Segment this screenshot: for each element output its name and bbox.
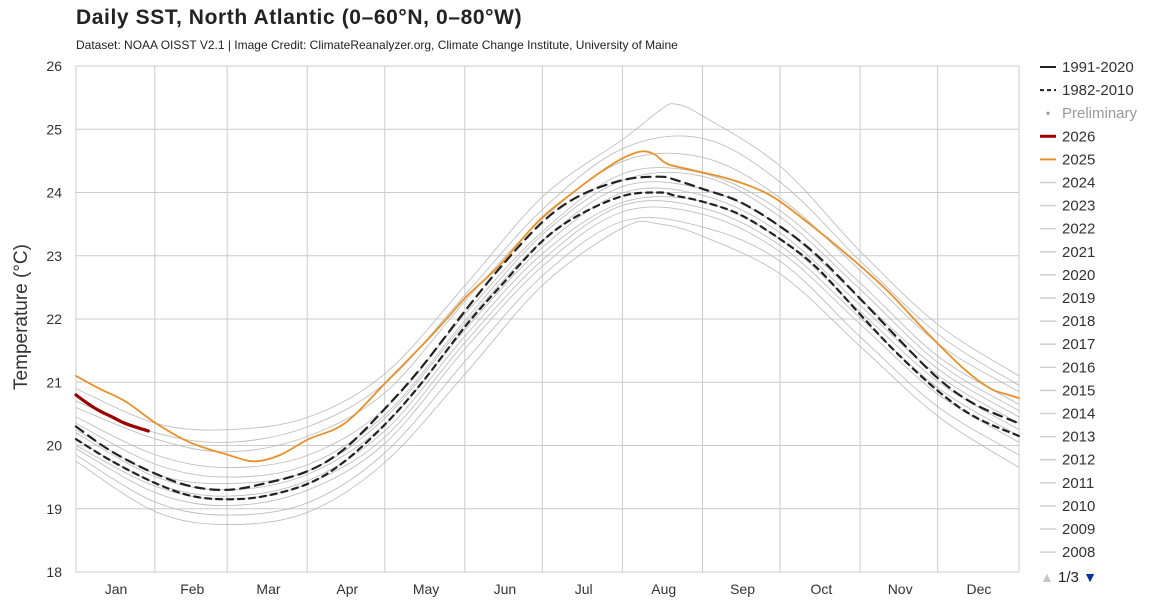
legend-item-2018[interactable]: 2018 — [1040, 313, 1095, 330]
legend-label: 1982-2010 — [1062, 82, 1134, 99]
legend-page-indicator: 1/3 — [1058, 569, 1079, 586]
legend-label: 2013 — [1062, 429, 1095, 446]
chart-title: Daily SST, North Atlantic (0–60°N, 0–80°… — [76, 6, 523, 29]
chart-subtitle: Dataset: NOAA OISST V2.1 | Image Credit:… — [76, 38, 678, 52]
legend-item-2024[interactable]: 2024 — [1040, 175, 1095, 192]
legend-label: 2016 — [1062, 359, 1095, 376]
y-tick-label: 23 — [46, 248, 62, 264]
legend-label: 2008 — [1062, 544, 1095, 561]
series-line-g9 — [75, 135, 1020, 443]
x-tick-label: May — [413, 581, 439, 597]
legend-label: 2014 — [1062, 406, 1095, 423]
x-tick-label: Dec — [967, 581, 992, 597]
y-tick-label: 19 — [46, 501, 62, 517]
y-tick-label: 21 — [46, 374, 62, 390]
legend-label: 2012 — [1062, 452, 1095, 469]
series-line-g2 — [75, 167, 1020, 469]
legend-item-2019[interactable]: 2019 — [1040, 290, 1095, 307]
legend-label: 2017 — [1062, 336, 1095, 353]
x-tick-label: Jun — [494, 581, 517, 597]
legend-label: 2018 — [1062, 313, 1095, 330]
legend-item-2009[interactable]: 2009 — [1040, 521, 1095, 538]
legend-label: 2009 — [1062, 521, 1095, 538]
series-line-2025 — [75, 150, 1020, 463]
legend-label: 2026 — [1062, 128, 1095, 145]
legend-item-2013[interactable]: 2013 — [1040, 429, 1095, 446]
x-tick-label: Jan — [105, 581, 128, 597]
legend-item-2010[interactable]: 2010 — [1040, 498, 1095, 515]
y-tick-label: 20 — [46, 438, 62, 454]
axes: 18 19 20 21 22 23 24 25 26 Jan Feb Mar Apr May Jun Jul A… — [11, 58, 991, 597]
y-tick-label: 22 — [46, 311, 62, 327]
series-line-g4 — [75, 196, 1020, 497]
series-line-g7 — [75, 171, 1020, 478]
series-line-g6 — [75, 217, 1020, 516]
legend-label: 2025 — [1062, 151, 1095, 168]
legend-item-1982-2010[interactable]: 1982-2010 — [1040, 82, 1134, 99]
series-line-lo-envelope — [75, 220, 1020, 526]
legend-label: 2010 — [1062, 498, 1095, 515]
y-tick-label: 24 — [46, 185, 62, 201]
x-tick-label: Nov — [888, 581, 913, 597]
legend: 1991-2020 1982-2010 Preliminary 2026 2025 202… — [1040, 59, 1138, 561]
legend-item-2022[interactable]: 2022 — [1040, 221, 1095, 238]
legend-label: 2015 — [1062, 382, 1095, 399]
series-line-g5 — [75, 206, 1020, 507]
y-tick-label: 26 — [46, 58, 62, 74]
x-tick-label: Mar — [256, 581, 280, 597]
x-tick-label: Feb — [180, 581, 204, 597]
legend-item-2008[interactable]: 2008 — [1040, 544, 1095, 561]
legend-next-page-icon[interactable]: ▼ — [1083, 569, 1097, 585]
x-tick-label: Apr — [336, 581, 358, 597]
legend-item-2011[interactable]: 2011 — [1040, 475, 1094, 492]
legend-label: 2024 — [1062, 175, 1095, 192]
legend-label: 2020 — [1062, 267, 1095, 284]
legend-label: 2019 — [1062, 290, 1095, 307]
series-line-g10 — [75, 187, 1020, 491]
legend-item-2025[interactable]: 2025 — [1040, 151, 1095, 168]
legend-item-2020[interactable]: 2020 — [1040, 267, 1095, 284]
y-axis-title: Temperature (°C) — [11, 244, 32, 390]
legend-item-2021[interactable]: 2021 — [1040, 244, 1095, 261]
series-line-2026 — [74, 393, 150, 433]
legend-item-2026[interactable]: 2026 — [1040, 128, 1095, 145]
legend-label: 2021 — [1062, 244, 1095, 261]
legend-item-2012[interactable]: 2012 — [1040, 452, 1095, 469]
y-tick-label: 18 — [46, 564, 62, 580]
legend-label: Preliminary — [1062, 105, 1138, 122]
legend-prev-page-icon[interactable]: ▲ — [1040, 569, 1054, 585]
legend-item-2023[interactable]: 2023 — [1040, 198, 1095, 215]
series-line-hi-envelope — [75, 103, 1020, 431]
x-tick-label: Jul — [575, 581, 593, 597]
legend-swatch — [1046, 111, 1050, 115]
legend-item-Preliminary[interactable]: Preliminary — [1046, 105, 1138, 122]
legend-item-2014[interactable]: 2014 — [1040, 406, 1095, 423]
legend-label: 2023 — [1062, 198, 1095, 215]
legend-item-2016[interactable]: 2016 — [1040, 359, 1095, 376]
series-line-1982-2010 — [74, 191, 1021, 501]
legend-label: 1991-2020 — [1062, 59, 1134, 76]
legend-item-2017[interactable]: 2017 — [1040, 336, 1095, 353]
series-layer — [74, 103, 1021, 526]
x-tick-label: Sep — [730, 581, 755, 597]
x-tick-label: Oct — [810, 581, 832, 597]
legend-item-1991-2020[interactable]: 1991-2020 — [1040, 59, 1134, 76]
x-tick-label: Aug — [651, 581, 676, 597]
series-line-g1 — [75, 152, 1020, 453]
y-tick-label: 25 — [46, 121, 62, 137]
legend-label: 2011 — [1062, 475, 1094, 492]
legend-item-2015[interactable]: 2015 — [1040, 382, 1095, 399]
series-line-g8 — [75, 200, 1020, 500]
legend-pager: ▲ 1/3 ▼ — [1040, 569, 1097, 586]
series-line-1991-2020 — [74, 175, 1021, 492]
legend-label: 2022 — [1062, 221, 1095, 238]
